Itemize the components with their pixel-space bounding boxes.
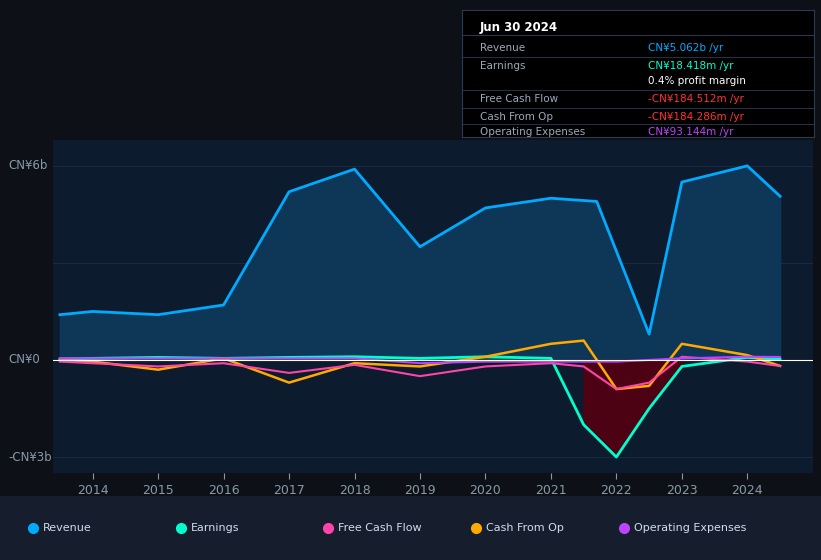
Text: Revenue: Revenue — [43, 523, 91, 533]
Text: Free Cash Flow: Free Cash Flow — [479, 94, 558, 104]
Text: CN¥5.062b /yr: CN¥5.062b /yr — [649, 43, 723, 53]
Text: Revenue: Revenue — [479, 43, 525, 53]
Text: Earnings: Earnings — [190, 523, 239, 533]
Text: CN¥6b: CN¥6b — [8, 160, 48, 172]
Text: Cash From Op: Cash From Op — [486, 523, 564, 533]
Text: 0.4% profit margin: 0.4% profit margin — [649, 76, 746, 86]
Text: -CN¥184.286m /yr: -CN¥184.286m /yr — [649, 112, 745, 122]
Text: Jun 30 2024: Jun 30 2024 — [479, 21, 558, 34]
Text: -CN¥3b: -CN¥3b — [8, 451, 52, 464]
Text: CN¥93.144m /yr: CN¥93.144m /yr — [649, 127, 734, 137]
Text: Operating Expenses: Operating Expenses — [634, 523, 746, 533]
Text: -CN¥184.512m /yr: -CN¥184.512m /yr — [649, 94, 745, 104]
Text: Cash From Op: Cash From Op — [479, 112, 553, 122]
Text: CN¥0: CN¥0 — [8, 353, 40, 366]
Text: Free Cash Flow: Free Cash Flow — [338, 523, 422, 533]
Text: Earnings: Earnings — [479, 60, 525, 71]
Text: CN¥18.418m /yr: CN¥18.418m /yr — [649, 60, 734, 71]
Text: Operating Expenses: Operating Expenses — [479, 127, 585, 137]
